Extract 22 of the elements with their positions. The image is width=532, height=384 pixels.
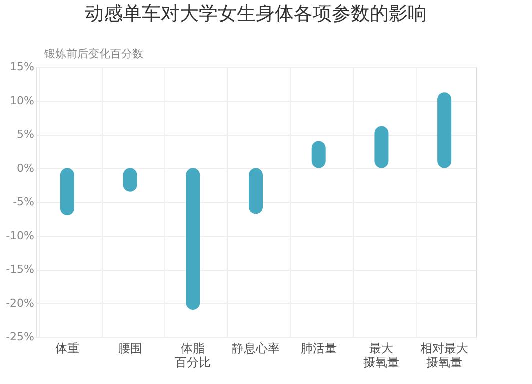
x-tick-label: 体脂百分比 (175, 342, 212, 370)
bar (438, 92, 452, 168)
x-tick-label: 腰围 (118, 342, 142, 356)
x-tick-label: 肺活量 (300, 342, 337, 356)
y-tick-label: -25% (6, 330, 34, 344)
y-axis-title: 锻炼前后变化百分数 (44, 48, 144, 60)
y-tick-label: -5% (13, 196, 34, 208)
bar (249, 168, 263, 214)
x-tick-label: 静息心率 (232, 342, 280, 356)
x-tick-label: 最大摄氧量 (364, 342, 400, 370)
chart-title: 动感单车对大学女生身体各项参数的影响 (85, 3, 427, 25)
y-tick-label: 5% (17, 128, 34, 141)
y-tick-label: -10% (6, 229, 34, 242)
bar (186, 168, 200, 310)
y-tick-label: 10% (10, 94, 34, 108)
y-tick-label: 15% (10, 60, 34, 74)
x-tick-label: 体重 (55, 342, 80, 356)
y-tick-label: 0% (17, 162, 34, 175)
x-tick-label: 相对最大摄氧量 (420, 342, 469, 370)
bar (60, 168, 74, 216)
y-tick-label: -20% (6, 296, 34, 310)
y-tick-label: -15% (6, 263, 34, 276)
